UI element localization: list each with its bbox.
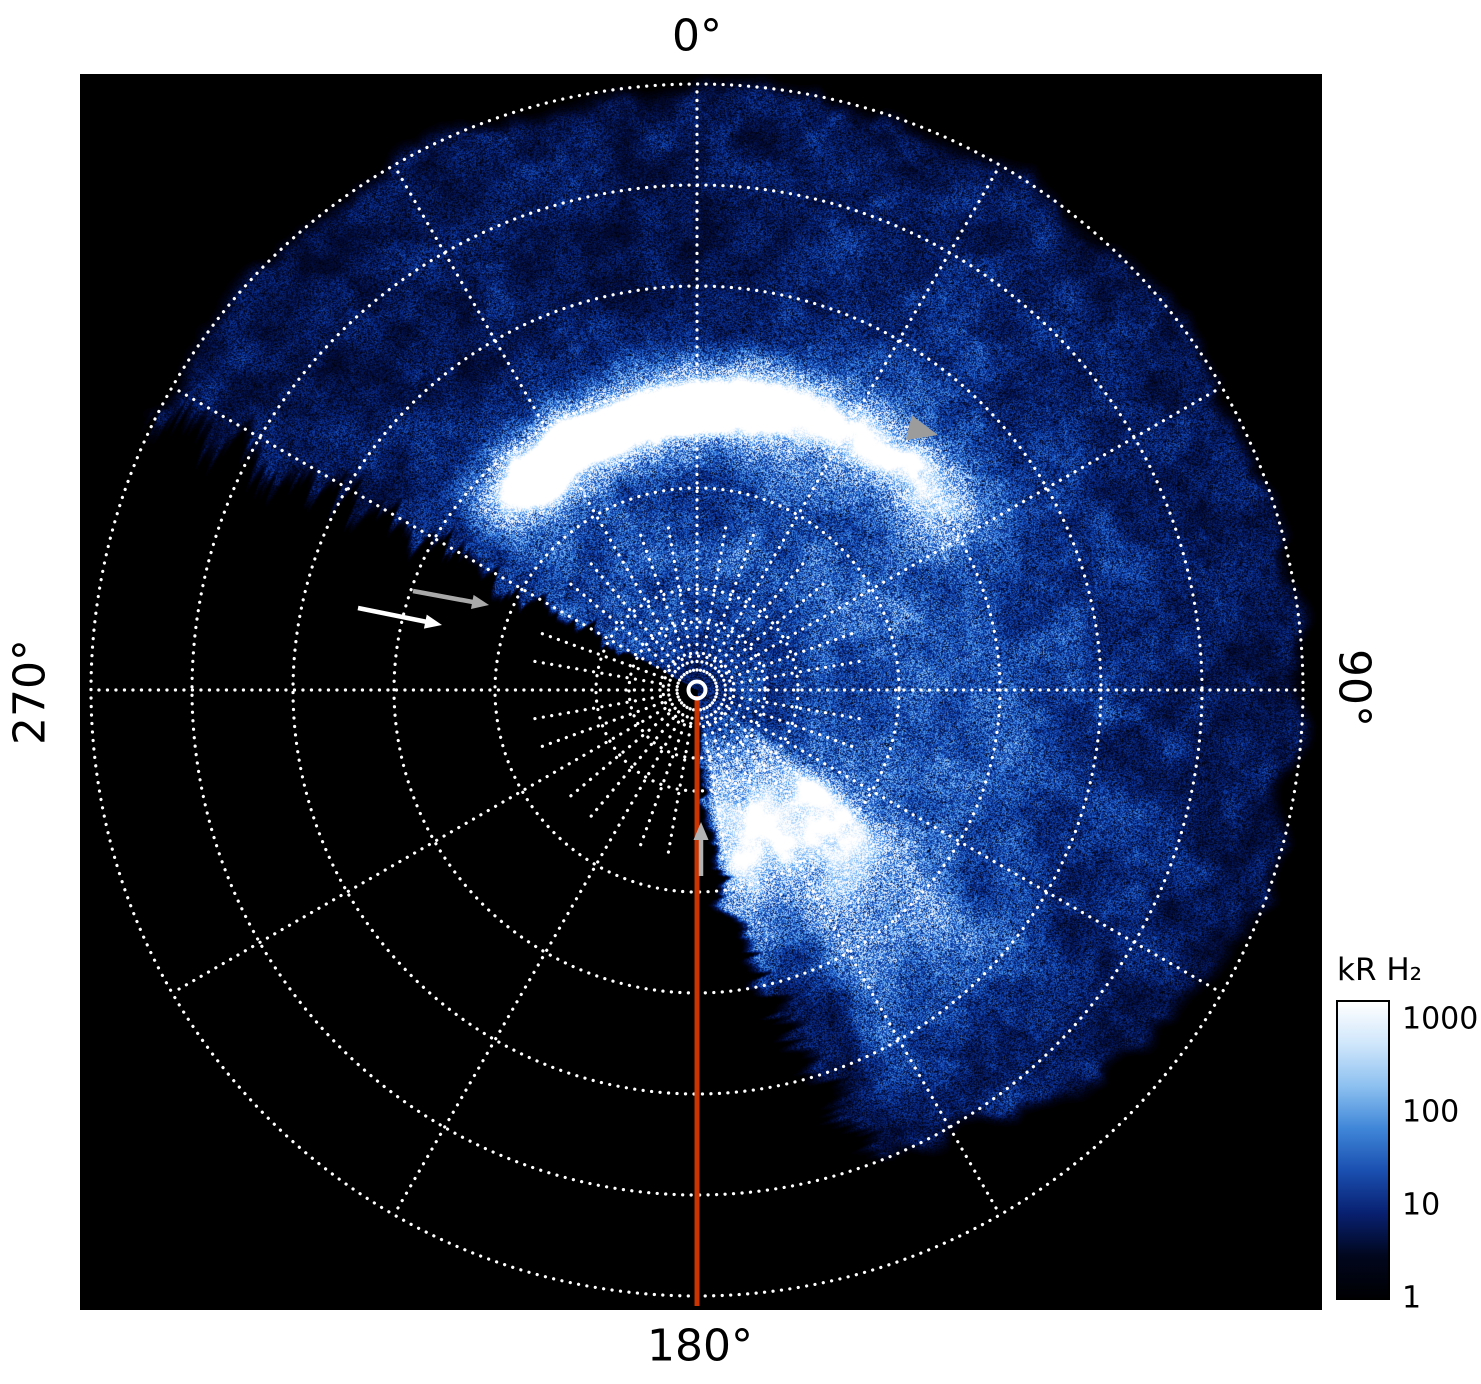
grid-spoke-major — [172, 700, 679, 993]
grid-spoke-minor — [568, 582, 681, 677]
colorbar-body: 1000 100 10 1 — [1336, 1000, 1390, 1300]
white-arrow — [358, 608, 430, 623]
grid-spoke-major — [172, 387, 679, 680]
colorbar-tick-label: 10 — [1402, 1188, 1440, 1223]
page: { "figure": { "background": "#ffffff", "… — [0, 0, 1481, 1384]
colorbar: kR H₂ 1000 100 10 1 — [1336, 952, 1422, 1300]
grid-spoke-minor — [710, 561, 805, 674]
white-arrow-head — [424, 615, 442, 629]
angle-label-180: 180° — [647, 1321, 753, 1372]
grid-spoke-minor — [716, 633, 855, 684]
angle-label-0: 0° — [672, 11, 722, 62]
colorbar-title: kR H₂ — [1337, 952, 1422, 988]
pole-center-marker — [689, 682, 706, 699]
grid-spoke-minor — [712, 703, 825, 798]
grid-spoke-minor — [704, 709, 755, 848]
polar-grid-overlay — [80, 74, 1322, 1310]
colorbar-tick-label: 100 — [1402, 1095, 1459, 1130]
grid-spoke-minor — [712, 582, 825, 677]
gray-arrow-head — [471, 595, 489, 609]
grid-spoke-major — [714, 700, 1221, 993]
gray-arrowhead-head — [906, 416, 938, 440]
colorbar-tick-label: 1000 — [1402, 1002, 1478, 1037]
gray-arrow — [413, 591, 477, 603]
angle-label-270: 270° — [5, 639, 56, 745]
colorbar-tick-label: 1 — [1402, 1281, 1421, 1316]
colorbar-gradient — [1336, 1000, 1390, 1300]
grid-spoke-minor — [640, 709, 691, 848]
grid-spoke-major — [394, 707, 687, 1214]
grid-spoke-major — [707, 707, 1000, 1214]
polar-plot — [80, 74, 1322, 1310]
grid-spoke-minor — [539, 633, 678, 684]
grid-spoke-major — [714, 387, 1221, 680]
grid-spoke-minor — [640, 532, 691, 671]
angle-label-90: 90° — [1329, 649, 1380, 727]
grid-spoke-minor — [568, 703, 681, 798]
grid-spoke-major — [707, 165, 1000, 672]
